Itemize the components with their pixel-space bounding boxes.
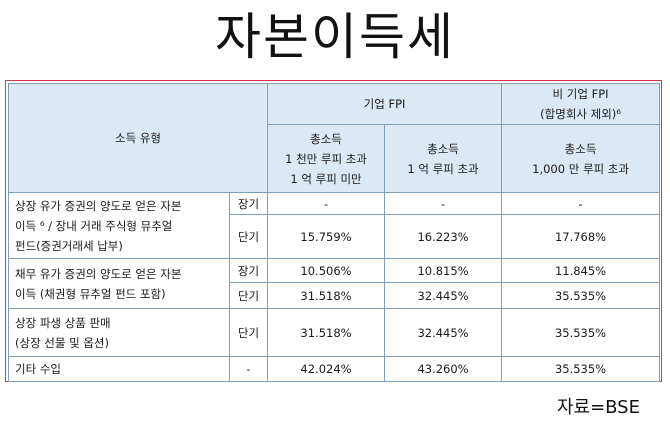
col2-header-line: 총소득 [427, 141, 459, 156]
row-label: 상장 유가 증권의 양도로 얻은 자본 이득 ⁶ / 장내 거래 주식형 뮤추얼… [8, 192, 230, 259]
row-label: 상장 파생 상품 판매 (상장 선물 및 옵션) [8, 308, 230, 357]
income-type-header: 소득 유형 [7, 83, 269, 193]
value-cell: 35.535% [501, 308, 661, 357]
tax-table: 소득 유형 기업 FPI 비 기업 FPI (합명회사 제외)⁶ 총소득 1 천… [7, 83, 661, 382]
value-cell: 42.024% [267, 356, 386, 382]
value-cell: 32.445% [384, 282, 503, 309]
value-cell: 31.518% [267, 282, 386, 309]
row-label-line: 펀드(증권거래세 납부) [15, 238, 123, 253]
col1-header-line: 총소득 [310, 131, 342, 146]
row-label-line: 상장 유가 증권의 양도로 얻은 자본 [15, 198, 182, 213]
term-cell: 단기 [228, 282, 269, 309]
source-note: 자료=BSE [556, 397, 640, 418]
row-label-line: 이득 ⁶ / 장내 거래 주식형 뮤추얼 [15, 218, 173, 233]
col2-header-line: 1 억 루피 초과 [407, 161, 479, 176]
table-row: 단기 31.518% 32.445% 35.535% [9, 282, 661, 309]
page-title: 자본이득세 [215, 8, 455, 66]
value-cell: 11.845% [501, 258, 661, 283]
col3-header-line: 1,000 만 루피 초과 [532, 161, 629, 176]
value-cell: 35.535% [501, 282, 661, 309]
term-cell: 단기 [228, 214, 269, 259]
table-row: 기타 수입 - 42.024% 43.260% 35.535% [8, 356, 661, 382]
value-cell: 10.506% [267, 258, 386, 283]
table-row: 단기 15.759% 16.223% 17.768% [9, 214, 661, 259]
value-cell: - [267, 192, 386, 215]
term-cell: 장기 [228, 192, 269, 215]
col2-header: 총소득 1 억 루피 초과 [384, 124, 503, 193]
term-cell: 단기 [228, 308, 269, 357]
term-cell: - [228, 356, 269, 382]
col3-header-line: 총소득 [564, 141, 597, 156]
value-cell: 17.768% [501, 214, 661, 259]
value-cell: 16.223% [384, 214, 503, 259]
row-label: 기타 수입 [8, 356, 230, 382]
term-cell: 장기 [228, 258, 269, 283]
value-cell: 32.445% [384, 308, 503, 357]
nonfpi-header-line2: (합명회사 제외)⁶ [540, 107, 621, 121]
row-label-line: 채무 유가 증권의 양도로 얻은 자본 [15, 266, 182, 281]
col1-header-line: 1 억 루피 미만 [290, 171, 362, 186]
fpi-group-header: 기업 FPI [267, 83, 503, 125]
value-cell: - [501, 192, 661, 215]
value-cell: - [384, 192, 503, 215]
col3-header: 총소득 1,000 만 루피 초과 [501, 124, 661, 193]
nonfpi-group-header: 비 기업 FPI (합명회사 제외)⁶ [501, 83, 661, 125]
value-cell: 15.759% [267, 214, 386, 259]
table-row: 채무 유가 증권의 양도로 얻은 자본 이득 (채권형 뮤추얼 펀드 포함) 장… [8, 258, 661, 309]
value-cell: 31.518% [267, 308, 386, 357]
table-row: 상장 파생 상품 판매 (상장 선물 및 옵션) 단기 31.518% 32.4… [8, 308, 661, 357]
nonfpi-header-line1: 비 기업 FPI [552, 87, 609, 101]
value-cell: 35.535% [501, 356, 661, 382]
row-label-line: 이득 (채권형 뮤추얼 펀드 포함) [15, 286, 166, 301]
row-label-line: (상장 선물 및 옵션) [15, 335, 109, 350]
col1-header-line: 1 천만 루피 초과 [285, 151, 367, 166]
col1-header: 총소득 1 천만 루피 초과 1 억 루피 미만 [267, 124, 386, 193]
table-row: 상장 유가 증권의 양도로 얻은 자본 이득 ⁶ / 장내 거래 주식형 뮤추얼… [8, 192, 661, 259]
row-label-line: 상장 파생 상품 판매 [15, 315, 111, 330]
table-frame [5, 80, 662, 382]
value-cell: 10.815% [384, 258, 503, 283]
value-cell: 43.260% [384, 356, 503, 382]
row-label: 채무 유가 증권의 양도로 얻은 자본 이득 (채권형 뮤추얼 펀드 포함) [8, 258, 230, 309]
